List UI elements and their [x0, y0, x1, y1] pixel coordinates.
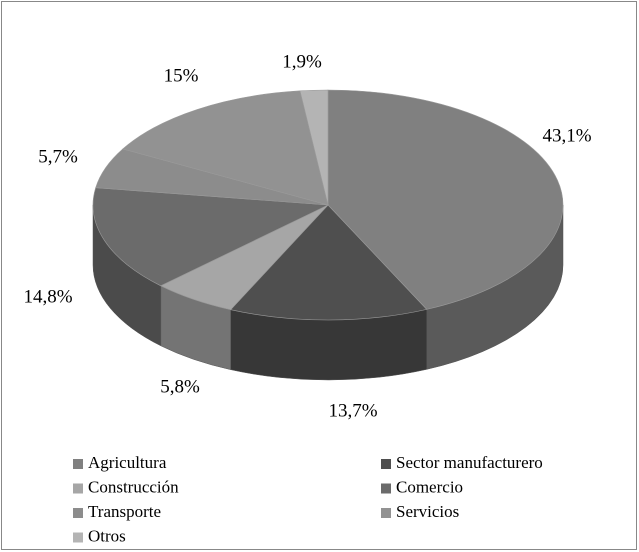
legend-label: Construcción [88, 477, 179, 496]
data-label: 15% [164, 65, 199, 86]
legend-swatch [73, 459, 83, 469]
legend-label: Servicios [396, 502, 459, 521]
legend-swatch [381, 459, 391, 469]
legend-label: Transporte [88, 502, 161, 521]
data-label: 43,1% [542, 125, 591, 146]
legend-label: Sector manufacturero [396, 453, 543, 472]
data-label: 5,7% [38, 146, 78, 167]
legend-label: Agricultura [88, 453, 167, 472]
pie-slice [230, 204, 428, 321]
legend-swatch [73, 508, 83, 518]
legend-label: Otros [88, 526, 126, 545]
data-label: 13,7% [328, 400, 377, 421]
pie-slice [327, 89, 564, 310]
legend-swatch [381, 483, 391, 494]
legend-label: Comercio [396, 477, 463, 496]
pie-slice [92, 187, 330, 287]
legend-swatch [73, 483, 83, 494]
pie-slice [299, 89, 329, 206]
legend-swatch [381, 508, 391, 518]
legend-swatch [73, 532, 83, 543]
data-label: 5,8% [160, 376, 200, 397]
pie-slice [122, 90, 329, 206]
data-label: 14,8% [23, 286, 72, 307]
data-label: 1,9% [282, 51, 322, 72]
